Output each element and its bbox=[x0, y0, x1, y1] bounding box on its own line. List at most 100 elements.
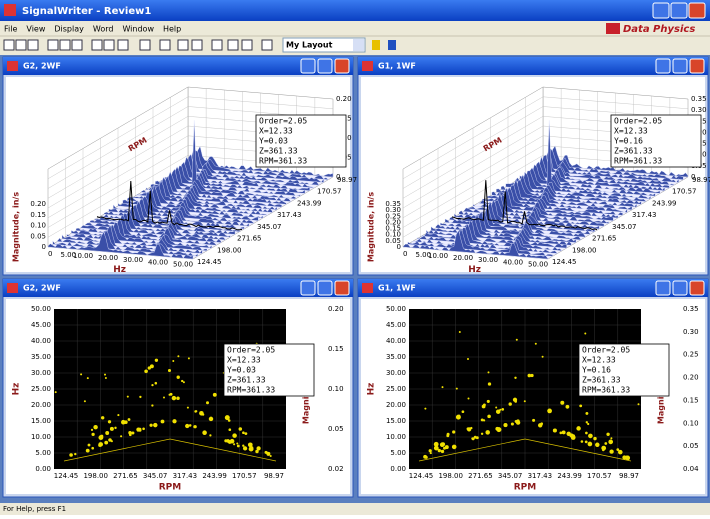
minimize-button[interactable] bbox=[655, 58, 671, 74]
toolbar-button[interactable] bbox=[139, 39, 151, 51]
minimize-button[interactable] bbox=[300, 280, 316, 296]
map-point bbox=[439, 442, 445, 448]
toolbar-button[interactable] bbox=[211, 39, 223, 51]
map-point bbox=[107, 420, 112, 424]
map-point bbox=[105, 431, 110, 435]
waterfall-trace bbox=[435, 211, 581, 241]
menu-item[interactable]: Word bbox=[93, 25, 114, 34]
cursor-line: Z=361.33 bbox=[259, 147, 298, 156]
map-point bbox=[193, 425, 197, 429]
cursor-line: Order=2.05 bbox=[227, 346, 275, 355]
cursor-line: Z=361.33 bbox=[227, 376, 266, 385]
toolbar-button[interactable] bbox=[191, 39, 203, 51]
map-point bbox=[172, 419, 177, 424]
toolbar-button[interactable] bbox=[388, 40, 396, 50]
left-tick-label: 0.05 bbox=[30, 232, 46, 240]
map-point bbox=[501, 408, 505, 411]
y-tick-label: 0.00 bbox=[390, 465, 406, 473]
waterfall-trace bbox=[183, 149, 329, 180]
cursor-line: X=12.33 bbox=[582, 356, 616, 365]
window-content: 0.350.300.250.200.150.100.0500.350.300.2… bbox=[361, 77, 710, 275]
toolbar-button[interactable] bbox=[15, 39, 27, 51]
depth-tick-label: 170.57 bbox=[317, 188, 342, 196]
map-point bbox=[452, 430, 456, 434]
toolbar-button[interactable] bbox=[159, 39, 171, 51]
toolbar-button[interactable] bbox=[71, 39, 83, 51]
map-point bbox=[91, 446, 95, 450]
close-button[interactable] bbox=[689, 58, 705, 74]
map-point bbox=[177, 355, 180, 358]
waterfall-trace bbox=[85, 209, 231, 238]
waterfall-trace bbox=[89, 206, 236, 235]
x-tick-label: 50.00 bbox=[173, 260, 193, 268]
close-button[interactable] bbox=[689, 280, 705, 296]
minimize-button[interactable] bbox=[655, 280, 671, 296]
map-point bbox=[547, 408, 552, 414]
map-point bbox=[153, 422, 158, 428]
map-point bbox=[86, 377, 89, 380]
map-point bbox=[433, 445, 439, 451]
right-tick-label: 0.35 bbox=[683, 305, 699, 313]
cursor-line: Y=0.03 bbox=[259, 137, 288, 146]
wall-grid bbox=[47, 96, 334, 179]
y-tick-label: 45.00 bbox=[386, 321, 406, 329]
menu-item[interactable]: View bbox=[26, 25, 45, 34]
minimize-button[interactable] bbox=[652, 2, 670, 19]
toolbar-button[interactable] bbox=[27, 39, 39, 51]
toolbar-button[interactable] bbox=[261, 39, 273, 51]
toolbar-button[interactable] bbox=[227, 39, 239, 51]
map-point bbox=[455, 387, 458, 390]
layout-select[interactable] bbox=[282, 37, 366, 53]
depth-tick-label: 243.99 bbox=[297, 199, 322, 207]
menu-item[interactable]: Display bbox=[54, 25, 84, 34]
toolbar-button[interactable] bbox=[59, 39, 71, 51]
toolbar-button[interactable] bbox=[3, 39, 15, 51]
toolbar-button[interactable] bbox=[177, 39, 189, 51]
map-point bbox=[120, 435, 123, 438]
minimize-button[interactable] bbox=[300, 58, 316, 74]
x-axis-label: RPM bbox=[159, 483, 182, 493]
map-point bbox=[584, 332, 587, 335]
map-point bbox=[91, 432, 95, 437]
map-point bbox=[637, 403, 640, 406]
map-point bbox=[69, 453, 73, 457]
maximize-button[interactable] bbox=[317, 280, 333, 296]
window-title: G2, 2WF bbox=[23, 284, 61, 293]
y-tick-label: 35.00 bbox=[386, 353, 406, 361]
map-point bbox=[552, 428, 557, 433]
toolbar-button[interactable] bbox=[117, 39, 129, 51]
menu-item[interactable]: File bbox=[4, 25, 17, 34]
toolbar-button[interactable] bbox=[103, 39, 115, 51]
cursor-line: RPM=361.33 bbox=[227, 386, 275, 395]
map-point bbox=[269, 454, 272, 458]
map-point bbox=[228, 440, 231, 443]
depth-tick-label: 170.57 bbox=[672, 188, 697, 196]
toolbar-button[interactable] bbox=[241, 39, 253, 51]
depth-tick-label: 124.45 bbox=[552, 258, 577, 266]
map-point bbox=[475, 436, 479, 440]
toolbar-button[interactable] bbox=[47, 39, 59, 51]
right-tick-label: 0.15 bbox=[328, 345, 344, 353]
waterfall-trace bbox=[416, 223, 563, 252]
y-tick-label: 20.00 bbox=[386, 401, 406, 409]
toolbar-button[interactable] bbox=[372, 40, 380, 50]
map-point bbox=[247, 442, 253, 448]
maximize-button[interactable] bbox=[317, 58, 333, 74]
maximize-button[interactable] bbox=[672, 58, 688, 74]
menu-item[interactable]: Help bbox=[163, 25, 181, 34]
map-point bbox=[485, 430, 490, 435]
toolbar-button[interactable] bbox=[91, 39, 103, 51]
close-button[interactable] bbox=[334, 58, 350, 74]
maximize-button[interactable] bbox=[670, 2, 688, 19]
wall-grid bbox=[402, 106, 689, 189]
map-point bbox=[515, 338, 518, 341]
close-button[interactable] bbox=[688, 2, 706, 19]
menu-item[interactable]: Window bbox=[122, 25, 154, 34]
maximize-button[interactable] bbox=[672, 280, 688, 296]
map-point bbox=[508, 402, 512, 406]
map-point bbox=[232, 433, 237, 438]
map-point bbox=[593, 436, 597, 441]
waterfall-trace bbox=[187, 145, 334, 178]
dropdown-arrow[interactable] bbox=[353, 39, 364, 51]
close-button[interactable] bbox=[334, 280, 350, 296]
